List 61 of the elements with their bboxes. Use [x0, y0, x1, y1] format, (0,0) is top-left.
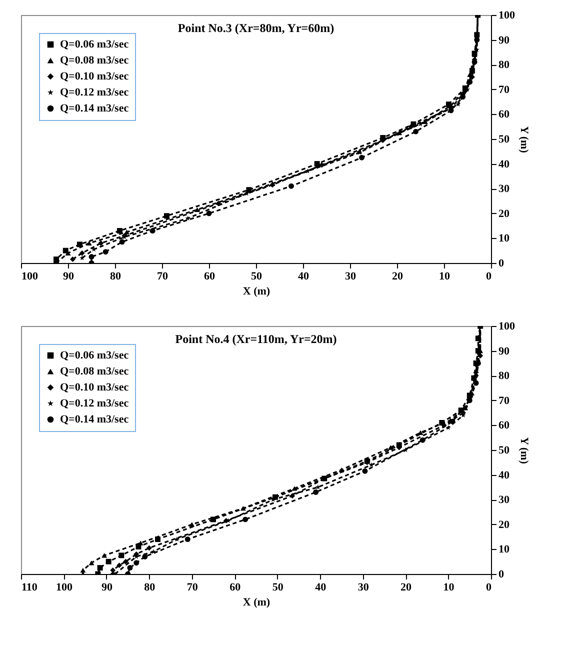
y-tick-label: 10: [498, 544, 510, 556]
y-tick-label: 20: [498, 518, 510, 531]
y-tick-label: 0: [498, 568, 504, 580]
y-tick-label: 70: [498, 84, 510, 96]
y-tick-label: 80: [498, 59, 510, 72]
x-tick-label: 30: [358, 582, 370, 594]
x-tick-label: 40: [298, 270, 310, 282]
x-tick-label: 90: [101, 582, 113, 594]
x-tick-label: 70: [157, 270, 168, 282]
x-axis-title: X (m): [242, 286, 270, 298]
x-tick-label: 10: [439, 270, 450, 282]
y-tick-label: 20: [498, 208, 510, 220]
y-axis-title: Y (m): [518, 437, 530, 464]
legend-label: Q=0.14 m3/sec: [60, 414, 129, 426]
y-tick-label: 60: [498, 108, 510, 121]
x-tick-label: 20: [400, 582, 412, 594]
y-tick-label: 90: [498, 34, 510, 46]
y-tick-label: 50: [498, 444, 510, 456]
x-tick-label: 80: [110, 270, 122, 282]
y-tick-label: 40: [498, 469, 510, 482]
x-tick-label: 70: [186, 582, 198, 594]
y-tick-label: 10: [498, 232, 510, 245]
y-tick-label: 40: [498, 158, 510, 170]
y-tick-label: 80: [498, 370, 510, 382]
x-tick-label: 20: [392, 270, 404, 282]
x-tick-label: 80: [144, 582, 156, 594]
legend-label: Q=0.10 m3/sec: [60, 382, 129, 394]
legend-label: Q=0.08 m3/sec: [60, 366, 129, 378]
legend-label: Q=0.12 m3/sec: [60, 86, 129, 98]
x-tick-label: 110: [22, 582, 38, 594]
legend-label: Q=0.12 m3/sec: [60, 398, 129, 410]
y-tick-label: 100: [498, 320, 516, 332]
y-tick-label: 30: [498, 494, 510, 506]
x-tick-label: 50: [251, 270, 262, 282]
x-tick-label: 60: [204, 270, 216, 282]
y-tick-label: 70: [498, 394, 510, 407]
legend-label: Q=0.06 m3/sec: [60, 38, 129, 50]
legend-label: Q=0.10 m3/sec: [60, 70, 129, 82]
y-tick-label: 30: [498, 183, 510, 196]
legend-label: Q=0.08 m3/sec: [60, 54, 129, 66]
x-tick-label: 60: [230, 582, 242, 594]
x-tick-label: 40: [315, 582, 327, 594]
x-tick-label: 0: [486, 270, 492, 282]
x-axis-title: X (m): [242, 596, 270, 608]
x-tick-label: 0: [486, 582, 492, 594]
x-tick-label: 10: [443, 582, 455, 594]
x-tick-label: 30: [345, 270, 356, 282]
x-tick-label: 50: [272, 582, 284, 594]
y-tick-label: 0: [498, 258, 504, 270]
y-tick-label: 100: [498, 10, 516, 22]
x-tick-label: 100: [22, 270, 38, 282]
y-tick-label: 90: [498, 345, 510, 358]
y-tick-label: 60: [498, 420, 510, 432]
text: Point No.3 (Xr=80m, Yr=60m): [178, 21, 334, 35]
y-tick-label: 50: [498, 134, 510, 146]
legend-label: Q=0.06 m3/sec: [60, 350, 129, 362]
text: Point No.4 (Xr=110m, Yr=20m): [175, 332, 337, 346]
legend-label: Q=0.14 m3/sec: [60, 102, 129, 114]
x-tick-label: 100: [56, 582, 73, 594]
x-tick-label: 90: [63, 270, 74, 282]
y-axis-title: Y (m): [518, 126, 530, 154]
